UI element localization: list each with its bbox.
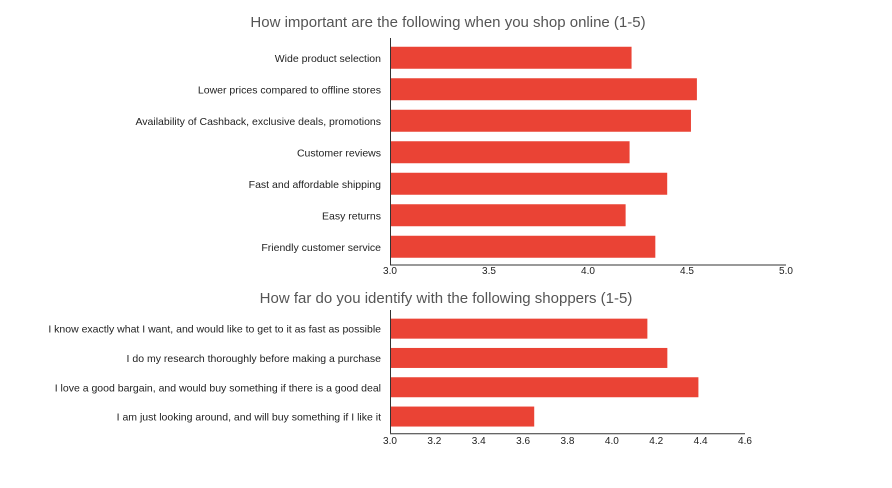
category-label: Friendly customer service — [261, 242, 381, 254]
x-tick-label: 4.2 — [649, 436, 663, 447]
x-tick-label: 3.8 — [561, 436, 575, 447]
category-label: Customer reviews — [297, 147, 381, 159]
chart-online-shopping-importance: How important are the following when you… — [135, 14, 793, 277]
category-label: Fast and affordable shipping — [249, 179, 381, 191]
x-tick-label: 3.0 — [383, 266, 397, 277]
bar — [390, 377, 699, 398]
category-label: I do my research thoroughly before makin… — [127, 353, 382, 365]
bar — [390, 46, 632, 69]
x-tick-label: 4.6 — [738, 436, 752, 447]
bar — [390, 235, 656, 258]
x-tick-label: 5.0 — [779, 266, 793, 277]
x-tick-label: 3.0 — [383, 436, 397, 447]
x-tick-label: 3.6 — [516, 436, 530, 447]
x-tick-label: 3.4 — [472, 436, 486, 447]
category-label: I am just looking around, and will buy s… — [117, 412, 381, 424]
category-label: Availability of Cashback, exclusive deal… — [135, 116, 381, 128]
x-tick-label: 4.5 — [680, 266, 694, 277]
x-tick-label: 4.0 — [581, 266, 595, 277]
chart-title: How far do you identify with the followi… — [260, 290, 633, 307]
x-tick-label: 4.0 — [605, 436, 619, 447]
bar — [390, 141, 630, 164]
bar — [390, 318, 648, 339]
category-label: I love a good bargain, and would buy som… — [55, 382, 381, 394]
bar — [390, 109, 691, 132]
category-label: Easy returns — [322, 210, 381, 222]
bar — [390, 78, 697, 101]
bar — [390, 172, 668, 195]
bar — [390, 204, 626, 227]
chart-shopper-identification: How far do you identify with the followi… — [48, 290, 752, 447]
category-label: Wide product selection — [275, 53, 381, 65]
category-label: I know exactly what I want, and would li… — [48, 324, 381, 336]
category-label: Lower prices compared to offline stores — [198, 84, 381, 96]
bar — [390, 347, 668, 368]
x-tick-label: 3.5 — [482, 266, 496, 277]
chart-title: How important are the following when you… — [250, 14, 645, 31]
x-tick-label: 3.2 — [427, 436, 441, 447]
x-tick-label: 4.4 — [694, 436, 708, 447]
bar — [390, 406, 535, 427]
